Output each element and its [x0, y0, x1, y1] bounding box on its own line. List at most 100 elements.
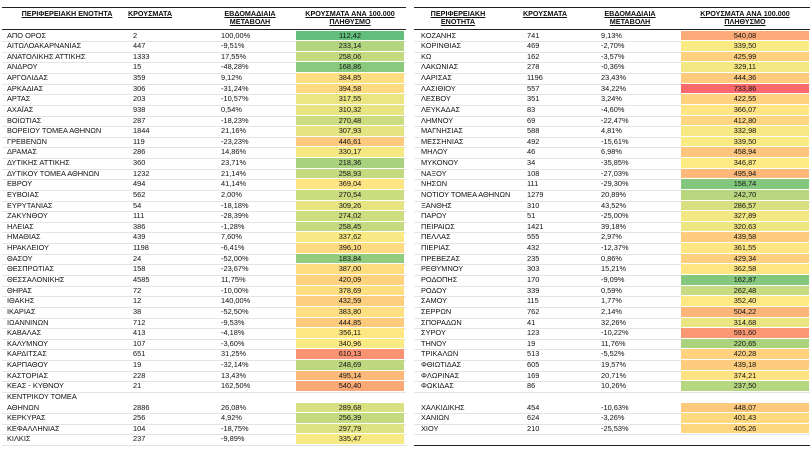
cases: 54	[133, 200, 142, 210]
cases: 38	[133, 306, 142, 316]
region-name: ΙΘΑΚΗΣ	[7, 296, 35, 306]
row-separator	[414, 51, 810, 53]
cases-per-100k: 297,79	[296, 423, 404, 435]
cases-per-100k: 420,09	[296, 274, 404, 286]
cases: 469	[527, 41, 540, 51]
region-name: ΕΒΡΟΥ	[7, 179, 33, 189]
weekly-change: 20,89%	[601, 189, 627, 199]
row-separator	[414, 264, 810, 266]
cases-per-100k: 356,11	[296, 328, 404, 339]
weekly-change: 0,54%	[221, 104, 242, 114]
cases: 447	[133, 41, 146, 51]
weekly-change: 162,50%	[221, 381, 251, 391]
cases-per-100k: 610,13	[296, 349, 404, 361]
region-name: ΣΕΡΡΩΝ	[421, 306, 452, 316]
region-name: ΚΕΦΑΛΛΗΝΙΑΣ	[7, 423, 60, 433]
weekly-change: -28,39%	[221, 211, 249, 221]
cases: 111	[133, 211, 145, 221]
row-separator	[2, 274, 406, 276]
region-name: ΧΑΛΚΙΔΙΚΗΣ	[421, 402, 465, 412]
cases: 41	[527, 317, 536, 327]
weekly-change: -9,09%	[601, 274, 625, 284]
cases: 1421	[527, 221, 544, 231]
region-name: ΜΥΚΟΝΟΥ	[421, 158, 459, 168]
cases-per-100k: 242,70	[681, 189, 809, 201]
weekly-change: 39,18%	[601, 221, 627, 231]
cases: 12	[133, 296, 142, 306]
weekly-change: 10,26%	[601, 381, 627, 391]
cases-per-100k: 444,36	[681, 73, 809, 84]
region-name: ΛΕΣΒΟΥ	[421, 94, 451, 104]
cases-per-100k: 733,86	[681, 83, 809, 95]
cases-per-100k: 504,22	[681, 306, 809, 318]
column-header: ΚΡΟΥΣΜΑΤΑ	[522, 9, 568, 18]
weekly-change: -27,03%	[601, 168, 629, 178]
row-separator	[2, 264, 406, 266]
row-separator	[2, 434, 406, 436]
region-name: ΣΠΟΡΑΔΩΝ	[421, 317, 462, 327]
row-separator	[414, 200, 810, 202]
cases-per-100k: 112,42	[296, 30, 404, 42]
header-rule	[414, 29, 810, 30]
cases-per-100k: 383,80	[296, 306, 404, 318]
weekly-change: -35,85%	[601, 158, 629, 168]
cases-per-100k: 309,26	[296, 200, 404, 212]
weekly-change: 34,22%	[601, 83, 627, 93]
cases-per-100k: 329,11	[681, 62, 809, 73]
row-separator	[2, 413, 406, 415]
row-separator	[2, 445, 406, 447]
cases: 69	[527, 115, 536, 125]
row-separator	[414, 328, 810, 330]
cases-per-100k: 270,54	[296, 189, 404, 201]
weekly-change: 6,98%	[601, 147, 622, 157]
row-separator	[414, 317, 810, 319]
cases: 938	[133, 104, 146, 114]
region-name: ΓΡΕΒΕΝΩΝ	[7, 136, 47, 146]
cases: 158	[133, 264, 146, 274]
cases-per-100k: 256,39	[296, 413, 404, 424]
region-name: ΣΥΡΟΥ	[421, 328, 446, 338]
cases-per-100k: 366,07	[681, 104, 809, 116]
cases: 439	[133, 232, 146, 242]
row-separator	[2, 51, 406, 53]
cases-per-100k: 495,14	[296, 370, 404, 382]
weekly-change: -3,60%	[221, 338, 245, 348]
region-name: ΚΟΡΙΝΘΙΑΣ	[421, 41, 462, 51]
region-name: ΑΧΑΪΑΣ	[7, 104, 34, 114]
weekly-change: -10,63%	[601, 402, 629, 412]
row-separator	[2, 147, 406, 149]
cases-per-100k: 384,85	[296, 73, 404, 84]
region-name: ΖΑΚΥΝΘΟΥ	[7, 211, 48, 221]
cases-per-100k: 320,63	[681, 221, 809, 233]
row-separator	[414, 83, 810, 85]
weekly-change: -52,50%	[221, 306, 249, 316]
region-name: ΝΗΣΩΝ	[421, 179, 448, 189]
region-name: ΡΟΔΟΥ	[421, 285, 447, 295]
region-name: ΧΑΝΙΩΝ	[421, 413, 450, 423]
cases: 34	[527, 158, 536, 168]
weekly-change: -25,00%	[601, 211, 629, 221]
weekly-change: 0,59%	[601, 285, 622, 295]
cases-per-100k: 420,28	[681, 349, 809, 361]
region-name: ΦΩΚΙΔΑΣ	[421, 381, 454, 391]
cases-per-100k: 439,18	[681, 360, 809, 371]
cases-per-100k: 429,34	[681, 253, 809, 265]
weekly-change: -3,26%	[601, 413, 625, 423]
cases-per-100k: 339,50	[681, 136, 809, 148]
cases-per-100k: 396,10	[296, 243, 404, 254]
region-name: ΤΡΙΚΑΛΩΝ	[421, 349, 459, 359]
column-header: ΠΕΡΙΦΕΡΕΙΑΚΗ ΕΝΟΤΗΤΑ	[21, 9, 113, 18]
cases-per-100k: 425,99	[681, 51, 809, 63]
weekly-change: 31,25%	[221, 349, 247, 359]
cases: 310	[527, 200, 540, 210]
region-name: ΗΜΑΘΙΑΣ	[7, 232, 41, 242]
region-name: ΜΑΓΝΗΣΙΑΣ	[421, 126, 463, 136]
region-name: ΒΟΙΩΤΙΑΣ	[7, 115, 42, 125]
cases-per-100k: 289,68	[296, 402, 404, 414]
region-name: ΘΑΣΟΥ	[7, 253, 33, 263]
cases-per-100k: 314,68	[681, 317, 809, 329]
region-name: ΑΡΚΑΔΙΑΣ	[7, 83, 44, 93]
region-name: ΠΑΡΟΥ	[421, 211, 447, 221]
weekly-change: -31,24%	[221, 83, 249, 93]
row-separator	[414, 370, 810, 372]
